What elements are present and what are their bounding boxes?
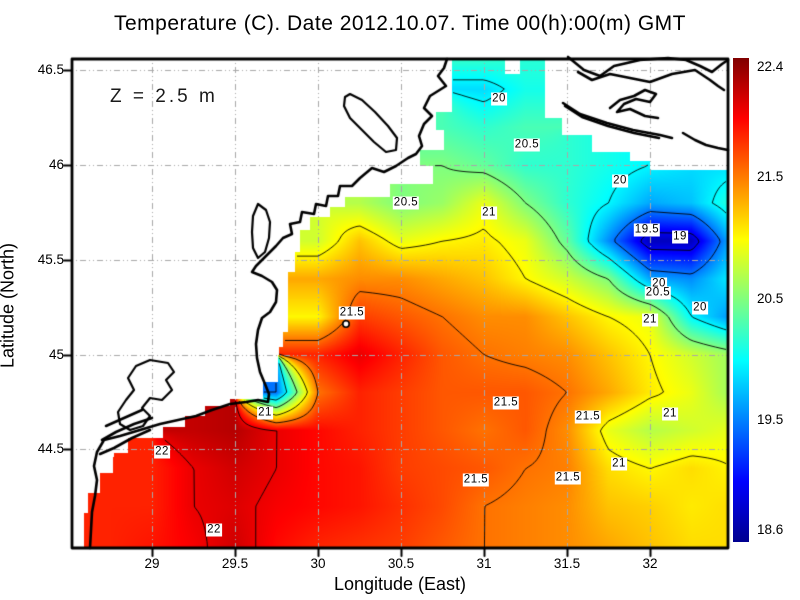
contour-label: 21.5	[554, 471, 582, 485]
depth-annotation: Z = 2.5 m	[110, 86, 218, 107]
colorbar-tick-label: 22.4	[757, 59, 784, 74]
contour-label: 19	[672, 230, 688, 244]
colorbar-tick-label: 20.5	[757, 290, 784, 306]
contour-label: 21.5	[338, 306, 366, 320]
x-tick-label: 30.5	[387, 556, 415, 571]
contour-label: 19.5	[633, 223, 661, 237]
x-axis-label: Longitude (East)	[333, 574, 467, 594]
contour-label: 22	[154, 445, 170, 459]
colorbar-tick-label: 18.6	[757, 522, 784, 537]
x-tick-label: 30	[310, 556, 326, 571]
y-tick-label: 45	[48, 346, 64, 362]
contour-label: 21	[662, 407, 678, 421]
contour-label: 21.5	[492, 396, 520, 410]
x-tick-label: 32	[642, 556, 658, 571]
x-tick-label: 31.5	[553, 556, 581, 571]
contour-label: 20	[612, 174, 628, 188]
contour-label: 20	[692, 301, 708, 315]
y-tick-label: 46	[48, 157, 64, 173]
x-tick-label: 29	[144, 556, 160, 571]
contour-label: 22	[206, 523, 222, 537]
x-tick-label: 29.5	[221, 556, 249, 571]
contour-label: 21	[481, 206, 497, 220]
contour-label: 21	[642, 313, 658, 327]
contour-label: 21	[257, 406, 273, 420]
contour-label: 21	[611, 457, 627, 471]
colorbar-tick-label: 21.5	[757, 168, 784, 184]
plot-title: Temperature (C). Date 2012.10.07. Time 0…	[113, 12, 687, 35]
colorbar-tick-label: 19.5	[757, 412, 784, 428]
y-tick-label: 45.5	[37, 251, 64, 267]
contour-label: 21.5	[574, 410, 602, 424]
x-tick-label: 31	[476, 556, 492, 571]
colorbar	[733, 58, 749, 542]
y-axis-label: Latitude (North)	[0, 242, 18, 369]
y-tick-label: 46.5	[37, 62, 64, 78]
contour-label: 20.5	[513, 138, 541, 152]
contour-label: 20.5	[644, 286, 672, 300]
contour-label: 21.5	[462, 473, 490, 487]
contour-label: 20	[491, 92, 507, 106]
y-tick-label: 44.5	[37, 441, 64, 457]
contour-label: 20.5	[392, 196, 420, 210]
